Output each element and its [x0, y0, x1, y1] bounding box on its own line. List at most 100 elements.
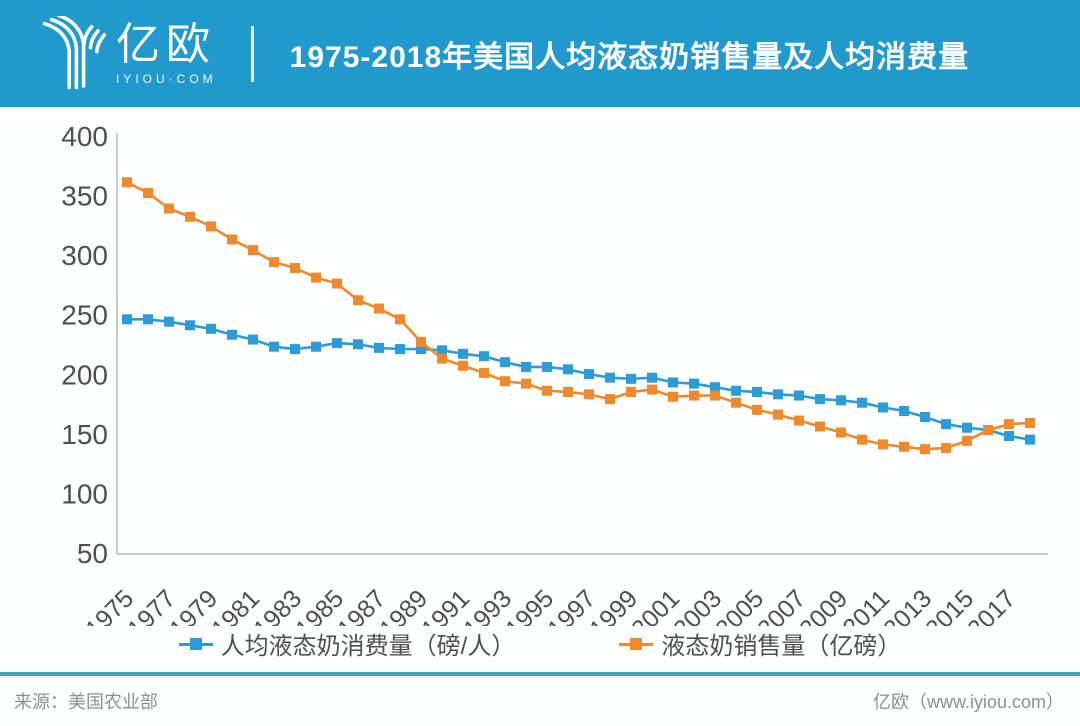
data-point-sales	[500, 376, 510, 387]
y-axis-label: 100	[61, 478, 108, 509]
data-point-sales	[794, 415, 804, 426]
data-point-sales	[710, 390, 720, 401]
legend-marker-consumption	[178, 637, 213, 650]
data-point-consumption	[647, 372, 657, 383]
data-point-consumption	[479, 351, 489, 362]
data-point-sales	[416, 336, 426, 347]
data-point-sales	[353, 295, 363, 306]
legend-item-consumption: 人均液态奶消费量（磅/人）	[178, 626, 516, 661]
data-point-sales	[962, 435, 972, 446]
data-point-sales	[269, 257, 279, 268]
data-point-sales	[458, 360, 468, 371]
data-point-sales	[206, 221, 216, 232]
data-point-consumption	[731, 385, 741, 396]
data-point-consumption	[584, 369, 594, 380]
data-point-consumption	[332, 338, 342, 349]
y-axis-label: 300	[61, 240, 108, 271]
data-point-consumption	[626, 373, 636, 384]
logo-texts: 亿欧 IYIOU·COM	[116, 22, 217, 86]
data-point-sales	[857, 434, 867, 445]
data-point-consumption	[668, 377, 678, 388]
data-point-sales	[899, 441, 909, 452]
data-point-consumption	[416, 344, 426, 355]
y-axis-label: 250	[61, 300, 108, 331]
logo-domain: IYIOU·COM	[116, 71, 217, 86]
data-point-sales	[773, 409, 783, 420]
data-point-sales	[983, 425, 993, 436]
data-point-consumption	[794, 390, 804, 401]
series-consumption	[122, 314, 1035, 445]
data-point-sales	[647, 384, 657, 395]
data-point-consumption	[353, 339, 363, 350]
data-point-sales	[815, 421, 825, 432]
data-point-sales	[920, 444, 930, 455]
legend-label-sales: 液态奶销售量（亿磅）	[661, 633, 902, 660]
data-point-consumption	[605, 372, 615, 383]
data-point-sales	[185, 211, 195, 222]
data-point-consumption	[1004, 431, 1014, 442]
data-point-consumption	[542, 361, 552, 372]
data-point-sales	[584, 389, 594, 400]
data-point-sales	[731, 397, 741, 408]
data-point-consumption	[752, 386, 762, 397]
data-point-consumption	[290, 344, 300, 355]
footer: 来源：美国农业部 亿欧（www.iyiou.com）	[0, 676, 1080, 726]
data-point-consumption	[815, 394, 825, 405]
y-axis-label: 150	[61, 419, 108, 450]
iyiou-logo: 亿欧 IYIOU·COM	[42, 15, 217, 92]
data-point-sales	[479, 367, 489, 378]
data-point-sales	[437, 353, 447, 364]
data-point-consumption	[269, 341, 279, 352]
data-point-consumption	[164, 316, 174, 327]
y-axis-label: 50	[77, 538, 108, 569]
legend-label-consumption: 人均液态奶消费量（磅/人）	[220, 633, 516, 660]
data-point-sales	[668, 391, 678, 402]
data-point-consumption	[143, 314, 153, 325]
data-point-consumption	[899, 406, 909, 417]
x-axis-labels: 1975197719791981198319851987198919911993…	[80, 584, 1021, 626]
data-point-consumption	[185, 320, 195, 331]
data-point-sales	[836, 427, 846, 438]
data-point-sales	[143, 187, 153, 198]
data-point-consumption	[1025, 434, 1035, 445]
data-point-consumption	[962, 422, 972, 433]
iyiou-logo-icon	[42, 15, 106, 89]
data-point-sales	[626, 386, 636, 397]
data-point-consumption	[458, 348, 468, 359]
data-point-consumption	[374, 342, 384, 353]
data-point-consumption	[941, 419, 951, 430]
header-banner: 亿欧 IYIOU·COM 1975-2018年美国人均液态奶销售量及人均消费量	[0, 0, 1080, 107]
data-point-consumption	[227, 329, 237, 340]
data-point-sales	[395, 314, 405, 325]
data-point-consumption	[248, 334, 258, 345]
data-point-consumption	[500, 357, 510, 368]
data-point-consumption	[206, 323, 216, 334]
data-point-sales	[521, 378, 531, 389]
data-point-sales	[752, 404, 762, 415]
source-text: 来源：美国农业部	[14, 692, 158, 712]
data-point-sales	[164, 203, 174, 214]
data-point-sales	[227, 234, 237, 245]
series-consumption-line	[127, 317, 1031, 441]
data-point-sales	[290, 263, 300, 274]
y-axis-label: 200	[61, 359, 108, 390]
y-axis-labels: 400 350 300 250 200 150 100 50	[61, 121, 108, 569]
data-point-consumption	[521, 361, 531, 372]
data-point-consumption	[689, 378, 699, 389]
line-chart: 400 350 300 250 200 150 100 50 19751977197919811…	[61, 121, 1048, 626]
data-point-sales	[374, 303, 384, 314]
header-divider	[250, 25, 254, 82]
data-point-sales	[248, 245, 258, 256]
y-axis-label: 350	[61, 181, 108, 212]
chart-legend: 人均液态奶消费量（磅/人） 液态奶销售量（亿磅）	[0, 626, 1080, 661]
data-point-consumption	[563, 364, 573, 375]
data-point-consumption	[710, 382, 720, 393]
data-point-consumption	[878, 402, 888, 413]
data-point-sales	[605, 394, 615, 405]
data-point-consumption	[122, 314, 132, 325]
footer-divider	[0, 672, 1080, 676]
data-point-sales	[122, 177, 132, 188]
data-point-sales	[1025, 417, 1035, 428]
data-point-consumption	[437, 345, 447, 356]
data-point-consumption	[773, 389, 783, 400]
